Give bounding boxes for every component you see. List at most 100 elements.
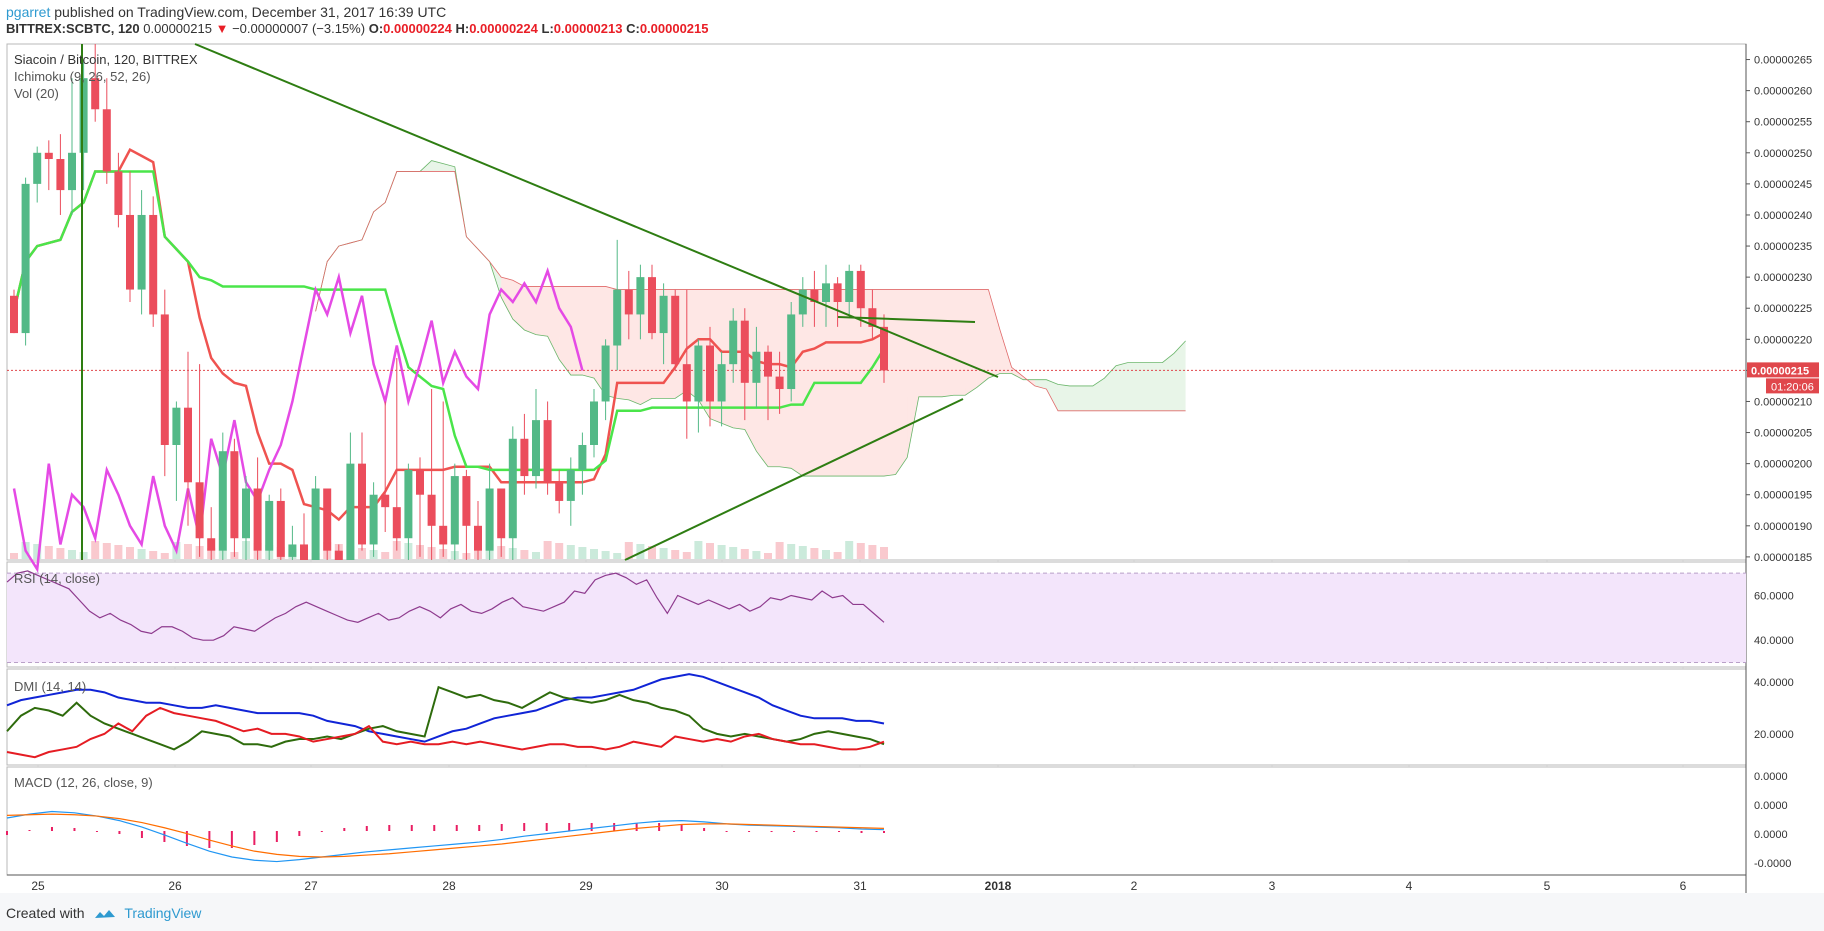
time-axis[interactable]: 25 26 27 28 29 30 31 2018 2 3 4 5 6 <box>31 879 1686 893</box>
rsi-pane[interactable]: 60.0000 40.0000 <box>6 570 1794 664</box>
candle-body <box>334 550 343 560</box>
footer-band <box>0 893 1824 931</box>
trendlines[interactable] <box>81 43 999 561</box>
cloud-segment <box>582 286 594 379</box>
candle-body <box>265 500 274 551</box>
cloud-segment <box>1162 353 1174 411</box>
macd-histogram-bar <box>388 825 391 831</box>
open-value: 0.00000224 <box>383 21 452 36</box>
macd-histogram-bar <box>365 826 368 831</box>
cloud-segment <box>570 286 583 376</box>
volume-bar <box>33 544 42 559</box>
cloud-segment <box>1150 362 1163 411</box>
ichimoku-legend[interactable]: Ichimoku (9, 26, 52, 26) <box>14 69 151 84</box>
rsi-legend[interactable]: RSI (14, close) <box>14 571 100 586</box>
cloud-segment <box>1058 384 1070 411</box>
volume-bar <box>68 550 76 559</box>
candle-body <box>404 469 413 539</box>
volume-bar <box>798 546 807 559</box>
cloud-segment <box>942 289 954 397</box>
cloud-segment <box>953 289 966 396</box>
candle-body <box>114 171 123 215</box>
volume-bar <box>601 551 610 559</box>
ohlc-bar: BITTREX:SCBTC, 120 0.00000215 ▼ −0.00000… <box>6 21 709 37</box>
macd-histogram-bar <box>298 831 301 836</box>
created-with-text: Created with <box>6 905 85 921</box>
senkou-span-b <box>315 171 1186 412</box>
candle-body <box>694 345 703 402</box>
candle-body <box>33 152 42 184</box>
symbol-label[interactable]: BITTREX:SCBTC, 120 <box>6 21 140 36</box>
candle-body <box>172 407 181 445</box>
price-tick-label: 0.00000260 <box>1754 86 1812 98</box>
time-tick-label: 2018 <box>985 879 1012 893</box>
macd-histogram-bar <box>118 831 121 834</box>
candlesticks[interactable] <box>10 44 888 560</box>
macd-histogram-bar <box>590 823 593 831</box>
candle-body <box>729 320 738 365</box>
volume-bar <box>10 553 18 559</box>
candle-body <box>44 152 53 160</box>
macd-histogram-bar <box>275 831 278 842</box>
volume-bar <box>717 545 726 559</box>
author-link[interactable]: pgarret <box>6 4 51 20</box>
cloud-segment <box>1081 385 1093 411</box>
macd-histogram-bar <box>613 823 616 831</box>
price-tick-label: 0.00000205 <box>1754 428 1812 440</box>
volume-bar <box>880 547 888 559</box>
price-tick-label: 0.00000220 <box>1754 334 1812 346</box>
dmi-legend[interactable]: DMI (14, 14) <box>14 679 87 694</box>
rsi-line <box>6 570 885 641</box>
candle-body <box>601 345 610 402</box>
macd-pane[interactable]: 0.0000 0.0000 0.0000 -0.0000 <box>6 771 1791 870</box>
macd-histogram-bar <box>815 831 818 832</box>
horizontal-resistance <box>837 316 976 323</box>
macd-histogram-bar <box>478 825 481 831</box>
volume-bar <box>149 551 158 559</box>
macd-histogram-bar <box>838 831 841 832</box>
high-value: 0.00000224 <box>469 21 538 36</box>
cloud-segment <box>1046 379 1058 411</box>
volume-bar <box>659 548 668 559</box>
dmi-pane[interactable]: 40.0000 20.0000 <box>6 673 1794 759</box>
high-label: H: <box>455 21 470 36</box>
price-tick-label: 0.00000265 <box>1754 55 1812 67</box>
candle-body <box>485 488 494 551</box>
candle-body <box>369 494 378 545</box>
volume-bar <box>636 544 645 559</box>
dmi-tick-label: 40.0000 <box>1754 677 1794 689</box>
candle-body <box>624 289 633 315</box>
cloud-segment <box>536 286 548 337</box>
macd-histogram-bar <box>163 831 166 842</box>
macd-histogram-bar <box>320 831 323 832</box>
chikou-span-line <box>12 267 584 574</box>
cloud-segment <box>628 289 641 405</box>
price-axis[interactable]: 0.00000265 0.00000260 0.00000255 0.00000250… <box>1746 55 1819 564</box>
macd-histogram-bar <box>73 828 76 831</box>
candle-body <box>91 78 100 110</box>
volume-bar <box>160 553 169 559</box>
cloud-segment <box>559 286 571 376</box>
macd-tick-label: -0.0000 <box>1754 858 1791 870</box>
macd-histogram-bar <box>140 831 143 838</box>
cloud-segment <box>1069 385 1082 411</box>
volume-bar <box>868 545 877 559</box>
candle-body <box>671 295 680 365</box>
volume-legend[interactable]: Vol (20) <box>14 86 59 101</box>
candle-body <box>880 326 888 371</box>
candle-body <box>137 214 146 290</box>
macd-legend[interactable]: MACD (12, 26, close, 9) <box>14 775 153 790</box>
change-value: −0.00000007 (−3.15%) <box>232 21 366 36</box>
tradingview-brand-link[interactable]: TradingView <box>124 905 202 921</box>
macd-histogram-bar <box>568 823 571 831</box>
open-label: O: <box>368 21 384 36</box>
candle-body <box>578 444 587 470</box>
candle-body <box>218 451 227 551</box>
pane-frame <box>6 766 1747 876</box>
volume-bar <box>833 552 842 559</box>
cloud-segment <box>918 289 931 397</box>
cloud-segment <box>1000 329 1012 374</box>
di-plus-line <box>6 685 885 751</box>
main-legend-title[interactable]: Siacoin / Bitcoin, 120, BITTREX <box>14 52 198 67</box>
